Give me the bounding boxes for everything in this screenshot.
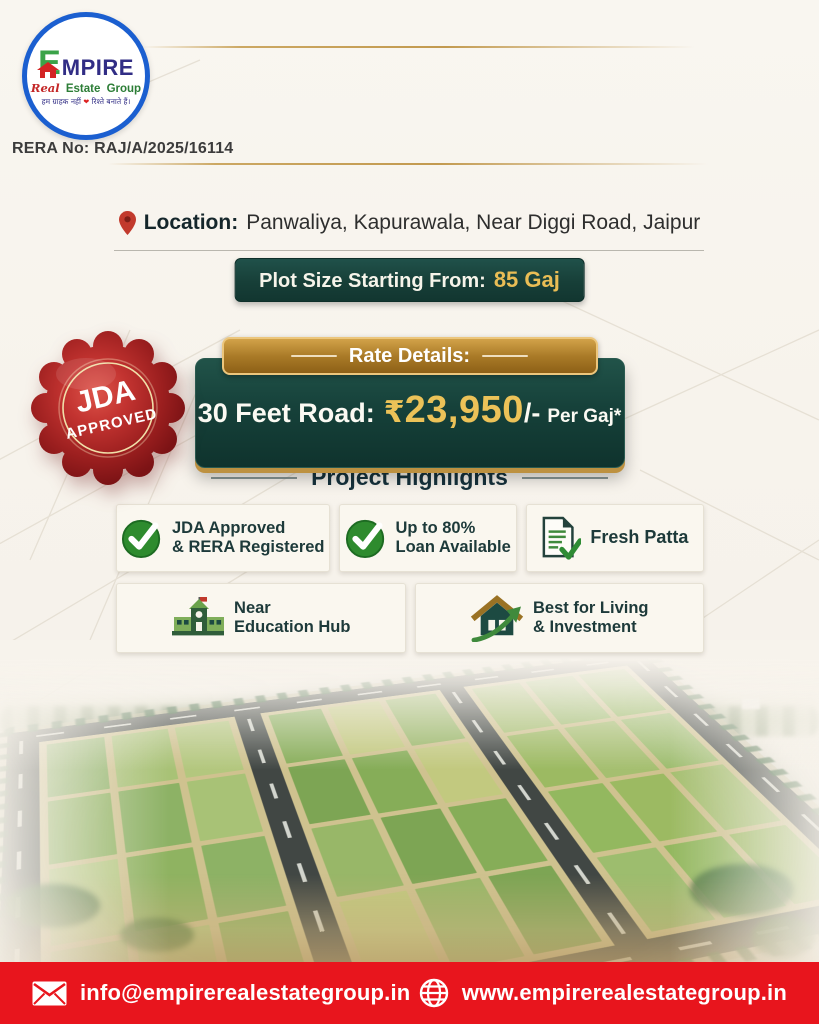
highlight-card-fresh-patta: Fresh Patta: [525, 504, 704, 572]
gold-divider-rera: [108, 163, 708, 165]
title-line-right: [521, 476, 608, 479]
check-circle-icon: [345, 519, 384, 559]
rupee-symbol: ₹: [383, 395, 405, 430]
highlight-card-loan: Up to 80% Loan Available: [338, 504, 517, 572]
highlight-line2: & Investment: [532, 618, 637, 636]
photo-fade-top: [0, 640, 819, 770]
photo-vignette: [0, 640, 819, 970]
highlight-line1: Fresh Patta: [590, 527, 689, 548]
rate-suffix: /-: [523, 398, 541, 428]
highlight-card-jda-rera: JDA Approved & RERA Registered: [116, 504, 330, 572]
globe-icon: [419, 978, 449, 1008]
rate-details-header: Rate Details:: [221, 337, 598, 375]
rera-number: RERA No: RAJ/A/2025/16114: [12, 140, 234, 157]
brand-name: E MPIRE: [37, 46, 134, 80]
envelope-icon: [32, 981, 67, 1005]
location-divider: [114, 250, 704, 251]
document-check-icon: [542, 516, 582, 560]
highlight-line1: Near: [234, 598, 271, 617]
rate-details-section: Rate Details: 30 Feet Road: ₹ 23,950 /- …: [194, 337, 625, 468]
brand-subtitle: Real Estate Group: [30, 80, 142, 95]
jda-approved-seal: JDA APPROVED: [31, 331, 185, 485]
footer-contact-bar: info@empirerealestategroup.in www.empire…: [0, 962, 819, 1024]
brand-initial: E: [37, 46, 61, 80]
plot-size-banner: Plot Size Starting From: 85 Gaj: [234, 258, 585, 302]
house-icon: [37, 61, 60, 78]
highlight-line2: Loan Available: [395, 538, 511, 556]
highlight-line1: Best for Living: [532, 598, 649, 617]
heart-icon: ❤: [83, 97, 90, 106]
rate-details-title: Rate Details:: [348, 344, 471, 367]
plot-size-value: 85 Gaj: [493, 267, 560, 292]
header-dash-right: [482, 355, 529, 357]
project-highlights-title-row: Project Highlights: [0, 464, 819, 491]
highlight-card-living-investment: Best for Living & Investment: [414, 583, 704, 653]
footer-website[interactable]: www.empirerealestategroup.in: [419, 978, 787, 1008]
aerial-plots-photo: [0, 640, 819, 970]
highlight-line1: JDA Approved: [172, 518, 286, 537]
road-width-label: 30 Feet Road:: [197, 398, 375, 428]
check-circle-icon: [121, 519, 161, 559]
highlight-line2: Education Hub: [234, 618, 351, 636]
header-dash-left: [290, 355, 337, 357]
brand-name-rest: MPIRE: [61, 54, 134, 80]
rate-amount: 23,950: [404, 389, 524, 431]
highlight-card-education-hub: Near Education Hub: [116, 583, 406, 653]
house-growth-icon: [470, 595, 524, 642]
footer-email-text: info@empirerealestategroup.in: [80, 980, 411, 1005]
map-pin-icon: [118, 211, 136, 235]
highlight-line2: & RERA Registered: [172, 538, 325, 556]
title-line-left: [211, 476, 298, 479]
footer-email[interactable]: info@empirerealestategroup.in: [32, 980, 410, 1006]
project-highlights-title: Project Highlights: [311, 464, 508, 490]
rate-panel: 30 Feet Road: ₹ 23,950 /- Per Gaj*: [194, 358, 625, 468]
location-row: Location: Panwaliya, Kapurawala, Near Di…: [0, 211, 819, 235]
highlight-cards: JDA Approved & RERA Registered Up to 80%…: [116, 504, 704, 653]
footer-website-text: www.empirerealestategroup.in: [461, 980, 787, 1005]
location-label: Location:: [143, 211, 239, 234]
location-value: Panwaliya, Kapurawala, Near Diggi Road, …: [246, 211, 701, 234]
brand-tagline: हम ग्राहक नहीं ❤ रिश्ते बनाते हैं।: [41, 96, 131, 106]
gold-divider-top: [142, 46, 694, 48]
highlight-line1: Up to 80%: [395, 518, 476, 537]
brand-logo: E MPIRE Real Estate Group हम ग्राहक नहीं…: [22, 12, 150, 140]
plot-size-label: Plot Size Starting From:: [259, 270, 486, 292]
rate-unit: Per Gaj*: [547, 406, 622, 427]
school-building-icon: [172, 597, 225, 636]
